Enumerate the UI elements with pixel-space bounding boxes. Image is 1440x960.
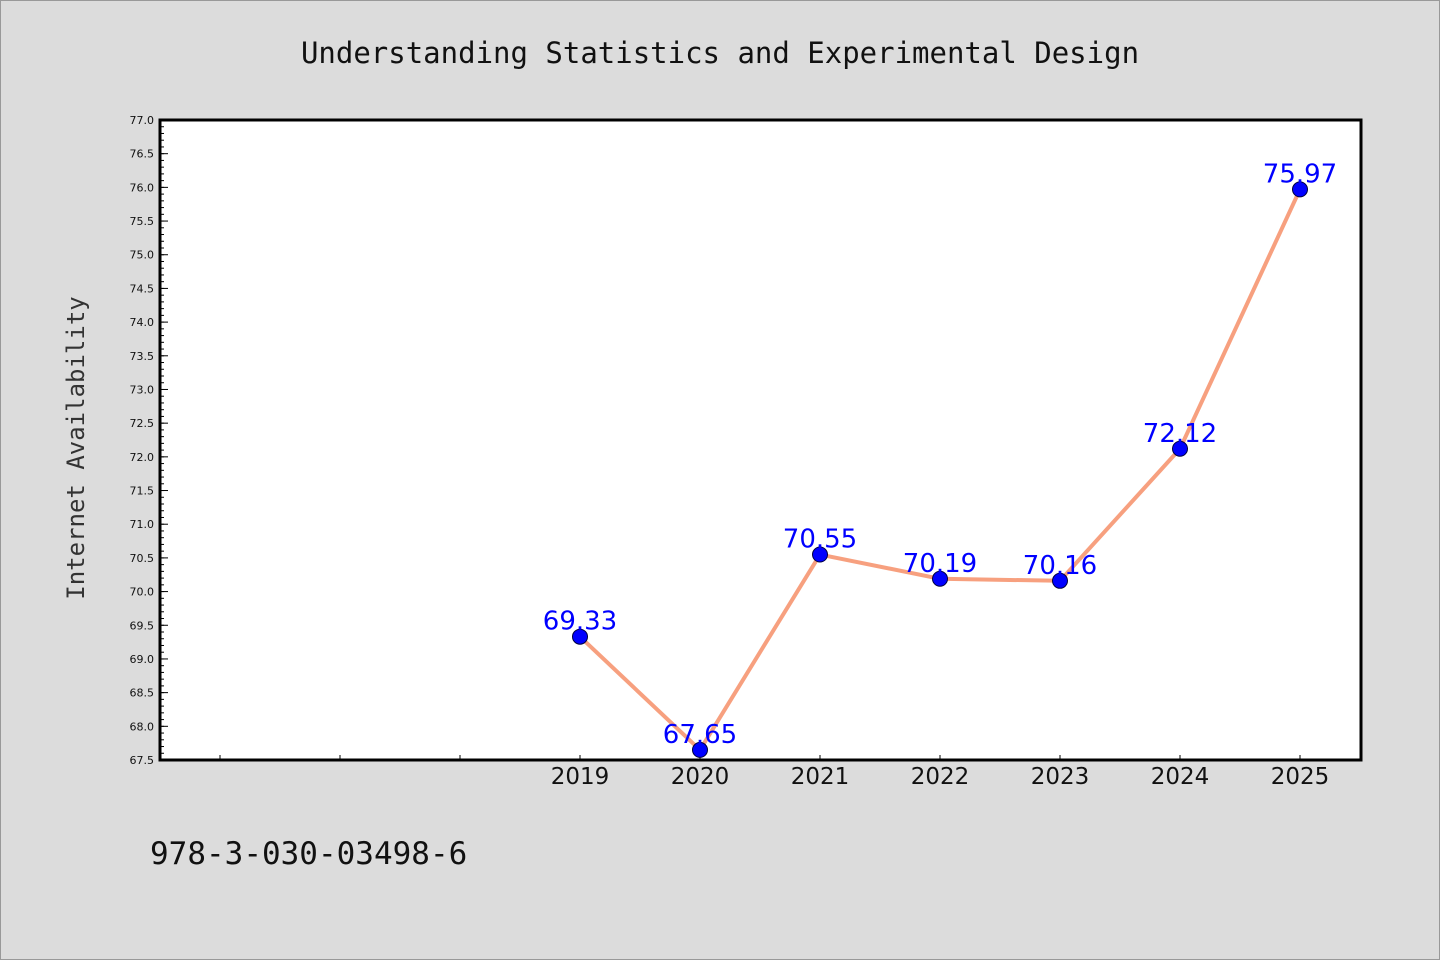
chart-title: Understanding Statistics and Experimenta… bbox=[301, 36, 1139, 70]
y-tick-label: 73.0 bbox=[130, 383, 155, 396]
data-point bbox=[1292, 181, 1308, 198]
y-tick-label: 76.0 bbox=[130, 181, 155, 194]
y-axis-label: Internet Availability bbox=[62, 296, 90, 599]
y-tick-label: 75.5 bbox=[130, 215, 155, 228]
y-tick-label: 69.5 bbox=[130, 619, 155, 632]
data-label: 70.19 bbox=[903, 549, 977, 579]
x-tick-label: 2021 bbox=[791, 764, 850, 790]
y-tick-label: 71.5 bbox=[130, 485, 155, 498]
data-label: 67.65 bbox=[663, 720, 737, 750]
plot-frame bbox=[158, 118, 1363, 762]
data-point bbox=[932, 570, 948, 587]
data-label: 70.55 bbox=[783, 525, 857, 555]
data-point bbox=[692, 741, 708, 758]
y-tick-label: 71.0 bbox=[130, 518, 155, 531]
y-tick-label: 69.0 bbox=[130, 653, 155, 666]
x-tick-label: 2019 bbox=[551, 764, 610, 790]
y-tick-label: 76.5 bbox=[130, 148, 155, 161]
data-label: 75.97 bbox=[1263, 159, 1337, 189]
series-layer: 69.33 67.65 70.55 70.19 70.16 72.12 75.97 bbox=[543, 159, 1337, 758]
data-point bbox=[572, 628, 588, 645]
y-tick-label: 67.5 bbox=[130, 754, 155, 767]
y-tick-label: 70.5 bbox=[130, 552, 155, 565]
y-tick-label: 72.5 bbox=[130, 417, 155, 430]
y-tick-label: 74.5 bbox=[130, 282, 155, 295]
y-tick-label: 70.0 bbox=[130, 586, 155, 599]
x-tick-label: 2020 bbox=[671, 764, 730, 790]
x-tick-label: 2022 bbox=[911, 764, 970, 790]
data-label: 70.16 bbox=[1023, 551, 1097, 581]
y-tick-label: 68.0 bbox=[130, 720, 155, 733]
data-point bbox=[1052, 572, 1068, 589]
x-tick-label: 2024 bbox=[1151, 764, 1210, 790]
y-tick-label: 73.5 bbox=[130, 350, 155, 363]
y-tick-label: 68.5 bbox=[130, 687, 155, 700]
isbn-label: 978-3-030-03498-6 bbox=[150, 836, 467, 872]
data-point bbox=[1172, 440, 1188, 457]
y-tick-label: 72.0 bbox=[130, 451, 155, 464]
y-tick-label: 75.0 bbox=[130, 249, 155, 262]
data-label: 72.12 bbox=[1143, 419, 1217, 449]
x-tick-label: 2023 bbox=[1031, 764, 1090, 790]
x-tick-label: 2025 bbox=[1271, 764, 1330, 790]
data-label: 69.33 bbox=[543, 607, 617, 637]
y-tick-label: 77.0 bbox=[130, 114, 155, 127]
data-point bbox=[812, 546, 828, 563]
y-tick-label: 74.0 bbox=[130, 316, 155, 329]
